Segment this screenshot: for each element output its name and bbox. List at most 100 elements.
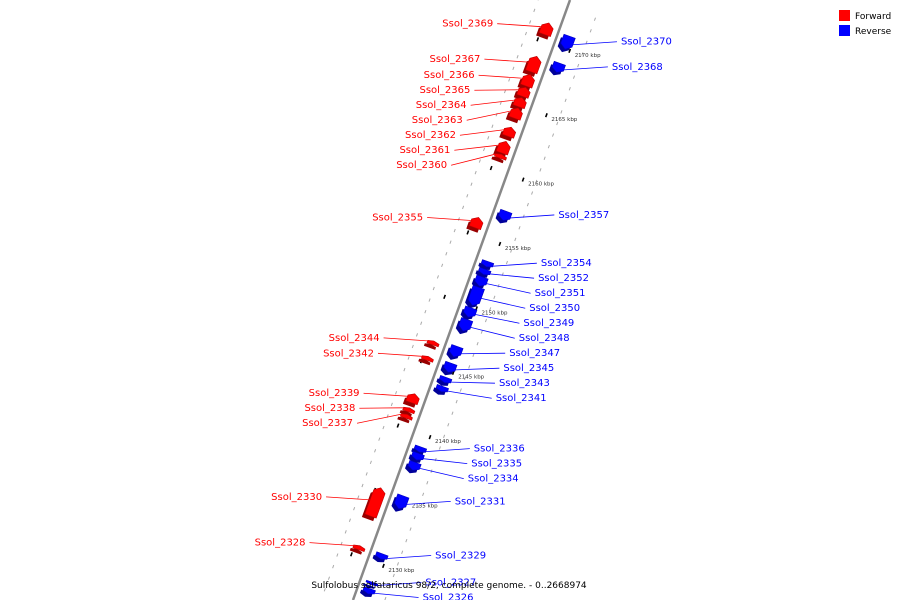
label-leader: [466, 110, 511, 121]
grid-dot: [478, 159, 481, 163]
gene-arrow: [525, 56, 542, 75]
label-leader: [406, 501, 451, 505]
tick-mark: [544, 113, 548, 118]
gene-arrow: [467, 284, 485, 306]
grid-dot: [483, 147, 486, 152]
gene-label: Ssol_2334: [468, 474, 519, 485]
tick-label: 2155 kbp: [505, 246, 531, 252]
grid-dot: [451, 411, 454, 415]
grid-dot: [392, 573, 395, 578]
gene-shadow: [360, 589, 373, 597]
label-leader: [484, 58, 529, 63]
gene-shadow: [436, 378, 449, 386]
gene-label: Ssol_2361: [399, 145, 450, 156]
tick-label: 2130 kbp: [388, 568, 414, 574]
grid-dot: [589, 29, 592, 33]
tick-mark: [396, 423, 400, 428]
label-leader: [481, 298, 526, 309]
gene-arrow: [458, 317, 474, 332]
grid-dot: [505, 260, 508, 265]
grid-dot: [480, 330, 483, 334]
gene-arrow: [375, 551, 389, 560]
gene-label: Ssol_2329: [435, 550, 486, 561]
label-leader: [563, 66, 608, 71]
grid-dot: [510, 249, 513, 253]
label-leader: [425, 448, 470, 453]
label-leader: [377, 582, 422, 586]
grid-dot: [529, 20, 532, 24]
gene-arrow: [474, 274, 489, 287]
gene-arrow: [538, 22, 554, 37]
grid-dot: [327, 576, 331, 580]
grid-dot: [401, 550, 404, 554]
gene-label: Ssol_2341: [496, 393, 547, 404]
grid-dot: [438, 446, 441, 450]
grid-dot: [422, 492, 425, 497]
grid-dot: [453, 228, 456, 233]
label-leader: [427, 217, 472, 221]
gene-label: Ssol_2362: [405, 130, 456, 141]
gene-label: Ssol_2363: [412, 115, 463, 126]
gene-arrow: [508, 107, 523, 121]
grid-dot: [436, 275, 439, 279]
grid-dot: [455, 399, 458, 404]
grid-dot: [390, 402, 393, 407]
gene-shadow: [491, 156, 504, 164]
grid-dot: [472, 353, 475, 357]
label-leader: [374, 592, 419, 598]
grid-dot: [374, 449, 377, 453]
gene-labels: Ssol_2369 Ssol_2367 Ssol_2366 Ssol_2365 Ssol…: [255, 19, 672, 600]
gene-arrow: [512, 97, 527, 110]
gene-label: Ssol_2357: [558, 210, 609, 221]
tick-label: 2160 kbp: [528, 182, 554, 188]
grid-dot: [526, 202, 529, 207]
grid-dot: [531, 191, 534, 195]
grid-dot: [395, 391, 398, 395]
grid-dot: [497, 284, 500, 288]
gene-label: Ssol_2326: [423, 593, 474, 600]
gene-arrow: [402, 406, 416, 415]
grid-dot: [593, 17, 596, 21]
grid-dot: [449, 240, 452, 244]
grid-dot: [572, 75, 576, 79]
gene-label: Ssol_2355: [372, 212, 423, 223]
gene-label: Ssol_2344: [329, 333, 380, 344]
grid-dot: [420, 321, 423, 325]
gene-arrow: [501, 126, 517, 139]
gene-arrow: [407, 460, 422, 471]
grid-dot: [577, 63, 580, 68]
tick-mark: [428, 434, 432, 440]
label-leader: [492, 262, 537, 267]
gene-label: Ssol_2336: [474, 444, 525, 455]
tick-label: 2135 kbp: [412, 503, 438, 509]
grid-dot: [520, 43, 523, 47]
gene-shadow: [423, 343, 437, 350]
gene-shadow: [363, 583, 375, 589]
genome-axis: [351, 0, 572, 600]
label-leader: [497, 23, 542, 28]
gene-arrow: [516, 86, 531, 99]
grid-dot: [508, 78, 511, 82]
label-leader: [470, 99, 515, 106]
label-leader: [455, 367, 500, 371]
tick-mark: [381, 563, 385, 569]
gene-shadow: [372, 554, 386, 563]
grid-dot: [357, 495, 360, 499]
gene-label: Ssol_2337: [302, 418, 353, 429]
gene-arrow: [449, 344, 464, 358]
gene-arrow: [362, 586, 376, 595]
legend-reverse-swatch: [839, 25, 850, 36]
gene-arrow: [480, 259, 495, 268]
gene-label: Ssol_2367: [429, 54, 480, 65]
label-leader: [309, 542, 354, 546]
label-leader: [459, 129, 504, 136]
grid-dot: [365, 472, 368, 476]
label-leader: [356, 413, 402, 424]
label-leader: [486, 283, 531, 294]
grid-dot: [539, 168, 542, 172]
grid-dot: [424, 309, 427, 314]
grid-dot: [503, 89, 507, 94]
tick-label: 2150 kbp: [482, 310, 508, 316]
genome-caption: Sulfolobus solfataricus 98/2, complete g…: [311, 581, 587, 591]
